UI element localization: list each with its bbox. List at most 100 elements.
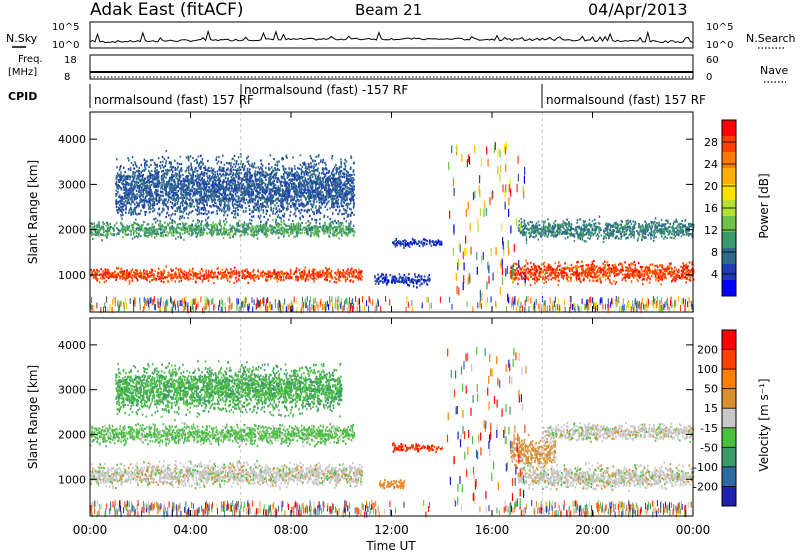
heatmap-cell [246, 169, 249, 172]
heatmap-cell [202, 180, 205, 183]
heatmap-cell [160, 277, 163, 280]
heatmap-cell [272, 185, 275, 188]
heatmap-cell [102, 222, 105, 225]
heatmap-cell [159, 227, 162, 230]
heatmap-cell [183, 270, 186, 273]
heatmap-cell [180, 228, 183, 232]
heatmap-cell [303, 274, 305, 277]
heatmap-cell [318, 222, 321, 225]
heatmap-cell [210, 271, 212, 274]
heatmap-cell [347, 215, 350, 218]
heatmap-cell [106, 221, 109, 225]
heatmap-cell [316, 212, 318, 215]
heatmap-cell [213, 182, 216, 185]
heatmap-cell [237, 200, 240, 203]
heatmap-cell [165, 203, 167, 206]
heatmap-cell [167, 194, 170, 197]
heatmap-cell [131, 192, 133, 195]
heatmap-cell [239, 162, 242, 165]
heatmap-cell [181, 270, 183, 273]
heatmap-cell [179, 204, 182, 208]
heatmap-cell [280, 221, 283, 224]
heatmap-cell [266, 185, 269, 188]
heatmap-cell [233, 198, 235, 201]
heatmap-cell [313, 234, 315, 237]
heatmap-cell [232, 196, 235, 200]
heatmap-cell [304, 196, 306, 199]
heatmap-cell [288, 191, 291, 194]
heatmap-cell [245, 206, 247, 210]
heatmap-cell [246, 160, 249, 163]
heatmap-cell [268, 178, 270, 182]
heatmap-cell [122, 275, 124, 278]
heatmap-cell [105, 221, 108, 224]
heatmap-cell [243, 221, 246, 224]
heatmap-cell [232, 190, 235, 193]
heatmap-cell [150, 198, 152, 202]
heatmap-cell [178, 272, 181, 275]
heatmap-cell [207, 191, 210, 194]
heatmap-cell [131, 277, 134, 280]
heatmap-cell [170, 279, 173, 282]
heatmap-cell [219, 221, 221, 224]
heatmap-cell [320, 160, 322, 163]
heatmap-cell [269, 214, 271, 217]
heatmap-cell [226, 161, 228, 165]
heatmap-cell [328, 176, 331, 179]
heatmap-cell [234, 192, 237, 196]
heatmap-cell [269, 200, 272, 203]
heatmap-cell [213, 225, 216, 228]
heatmap-cell [198, 202, 201, 205]
heatmap-cell [294, 225, 296, 229]
heatmap-cell [218, 232, 220, 236]
heatmap-cell [266, 228, 269, 231]
heatmap-cell [304, 177, 306, 180]
heatmap-cell [312, 193, 314, 196]
heatmap-cell [178, 280, 180, 283]
heatmap-cell [326, 231, 329, 235]
heatmap-cell [147, 272, 150, 276]
heatmap-cell [155, 194, 158, 197]
heatmap-cell [138, 271, 141, 275]
heatmap-cell [304, 279, 307, 282]
heatmap-cell [126, 274, 129, 277]
heatmap-cell [352, 230, 354, 233]
heatmap-cell [334, 272, 336, 275]
heatmap-cell [234, 186, 236, 190]
heatmap-cell [351, 198, 354, 201]
heatmap-cell [325, 178, 328, 181]
heatmap-cell [151, 274, 153, 277]
heatmap-cell [139, 191, 142, 194]
heatmap-cell [353, 272, 355, 275]
heatmap-cell [334, 180, 336, 183]
heatmap-cell [99, 229, 101, 232]
heatmap-cell [213, 192, 216, 195]
heatmap-cell [283, 222, 286, 226]
heatmap-cell [212, 275, 215, 278]
heatmap-cell [224, 191, 227, 194]
heatmap-cell [118, 175, 121, 178]
heatmap-cell [256, 237, 259, 240]
heatmap-cell [282, 231, 284, 234]
heatmap-cell [139, 200, 142, 203]
heatmap-cell [313, 273, 315, 276]
heatmap-cell [345, 271, 347, 274]
heatmap-cell [340, 227, 343, 230]
heatmap-cell [222, 154, 224, 157]
heatmap-cell [222, 191, 225, 194]
heatmap-cell [302, 215, 305, 219]
heatmap-cell [124, 226, 127, 229]
heatmap-cell [335, 172, 337, 175]
heatmap-cell [308, 268, 311, 271]
heatmap-cell [114, 275, 117, 278]
heatmap-cell [97, 231, 99, 234]
heatmap-cell [256, 206, 259, 209]
heatmap-cell [167, 274, 169, 277]
heatmap-cell [237, 174, 240, 177]
heatmap-cell [321, 202, 324, 205]
heatmap-cell [281, 194, 283, 197]
heatmap-cell [113, 224, 116, 227]
heatmap-cell [194, 280, 197, 283]
heatmap-cell [178, 170, 181, 173]
heatmap-cell [203, 166, 205, 170]
